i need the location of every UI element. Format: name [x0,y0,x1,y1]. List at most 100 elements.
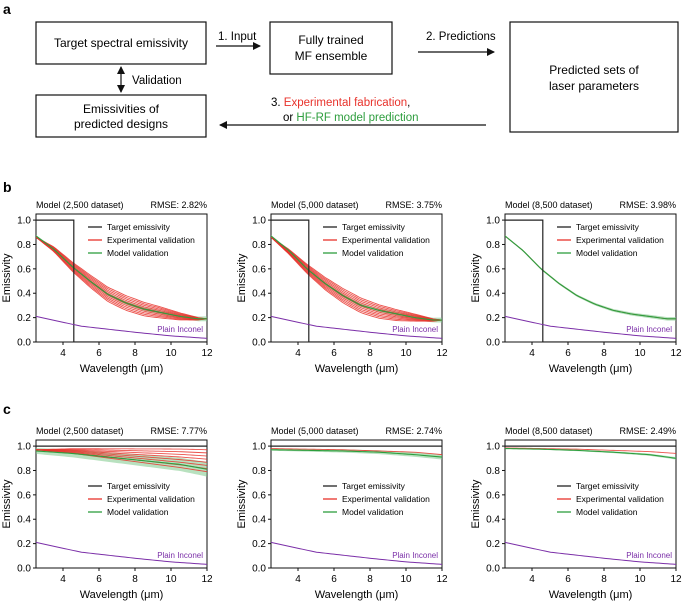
inconel-label: Plain Inconel [626,551,672,560]
y-tick-label: 0.8 [252,240,266,251]
y-axis-label: Emissivity [470,253,482,302]
plot-area [271,445,442,565]
chart-title-model: Model (8,500 dataset) [505,200,593,210]
predicted-line1: Predicted sets of [549,63,639,77]
x-tick-label: 8 [132,348,138,359]
legend-entry: Experimental validation [107,235,195,245]
inconel-line [505,315,676,339]
y-tick-label: 0.8 [486,240,500,251]
x-axis-label: Wavelength (μm) [80,589,164,601]
y-tick-label: 0.6 [486,264,500,275]
x-tick-label: 6 [331,574,337,585]
y-tick-label: 0.2 [17,313,31,324]
experimental-line [271,236,442,322]
plot-frame [35,439,208,569]
panel-a: a Target spectral emissivity 1. Input Fu… [3,1,679,138]
chart-title-model: Model (2,500 dataset) [36,200,124,210]
legend-entry: Experimental validation [576,235,664,245]
chart-title-rmse: RMSE: 3.98% [619,200,676,210]
chart-title-model: Model (2,500 dataset) [36,426,124,436]
inconel-label: Plain Inconel [392,551,438,560]
y-tick-label: 0.2 [17,539,31,550]
model-line [271,235,442,321]
step3-line1: 3. Experimental fabrication, [271,97,410,109]
legend-entry: Target emissivity [576,222,640,232]
emissivities-line2: predicted designs [74,117,168,131]
y-tick-label: 0.4 [486,515,500,526]
y-tick-label: 0.0 [486,338,500,349]
x-tick-label: 6 [96,574,102,585]
x-tick-label: 8 [132,574,138,585]
y-tick-label: 1.0 [252,442,266,453]
y-tick-label: 0.2 [486,313,500,324]
legend-entry: Experimental validation [342,494,430,504]
step1-label: 1. Input [218,31,257,43]
y-tick-label: 0.4 [252,289,266,300]
experimental-line [36,448,207,454]
x-tick-label: 10 [400,574,412,585]
x-tick-label: 4 [295,348,301,359]
model-band [36,448,207,477]
y-tick-label: 1.0 [486,216,500,227]
x-tick-label: 6 [331,348,337,359]
experimental-line [36,236,207,320]
experimental-line [36,236,207,320]
chart-title-model: Model (8,500 dataset) [505,426,593,436]
x-tick-label: 8 [601,348,607,359]
step3-or: or [283,112,296,124]
y-tick-label: 0.6 [252,264,266,275]
x-tick-label: 10 [634,574,646,585]
x-tick-label: 8 [601,574,607,585]
x-tick-label: 8 [367,348,373,359]
experimental-line [36,449,207,463]
chart-title-rmse: RMSE: 7.77% [150,426,207,436]
chart-b-3: Model (8,500 dataset) RMSE: 3.98% 4 6 8 10 12 0… [470,200,682,375]
charts-container: Model (2,500 dataset) RMSE: 2.82% 4 6 8 10 12 0… [1,200,682,601]
x-tick-label: 10 [165,348,177,359]
step3-comma: , [407,97,410,109]
x-tick-label: 4 [529,574,535,585]
experimental-line [36,236,207,321]
y-axis-label: Emissivity [470,479,482,528]
y-tick-label: 1.0 [17,216,31,227]
experimental-line [271,236,442,322]
chart-b-1: Model (2,500 dataset) RMSE: 2.82% 4 6 8 10 12 0… [1,200,213,375]
experimental-line [271,236,442,321]
y-axis-label: Emissivity [1,479,13,528]
y-tick-label: 0.6 [17,490,31,501]
experimental-line [36,236,207,320]
predicted-line2: laser parameters [549,79,639,93]
model-line [36,235,207,320]
experimental-line [271,236,442,321]
plot-area [271,219,442,342]
x-axis-label: Wavelength (μm) [80,363,164,375]
plot-area [505,445,676,565]
y-tick-label: 0.8 [486,466,500,477]
model-line [505,447,676,459]
model-line [271,449,442,458]
plot-frame [35,213,208,343]
plot-frame [504,213,677,343]
experimental-line [271,236,442,321]
x-axis-label: Wavelength (μm) [549,589,633,601]
emissivities-line1: Emissivities of [83,102,160,116]
y-tick-label: 0.8 [17,466,31,477]
inconel-label: Plain Inconel [157,551,203,560]
inconel-label: Plain Inconel [392,325,438,334]
experimental-line [36,236,207,321]
step2-label: 2. Predictions [426,31,496,43]
chart-title-rmse: RMSE: 2.82% [150,200,207,210]
y-tick-label: 0.0 [252,564,266,575]
panel-b-label: b [3,179,12,195]
step3-prefix: 3. [271,97,284,109]
y-tick-label: 0.0 [17,564,31,575]
chart-title-model: Model (5,000 dataset) [271,200,359,210]
y-tick-label: 0.2 [252,313,266,324]
y-tick-label: 0.6 [486,490,500,501]
legend-entry: Target emissivity [107,222,171,232]
x-tick-label: 12 [436,348,448,359]
legend-entry: Model validation [107,507,169,517]
chart-title-model: Model (5,000 dataset) [271,426,359,436]
x-tick-label: 12 [670,574,682,585]
x-tick-label: 12 [670,348,682,359]
